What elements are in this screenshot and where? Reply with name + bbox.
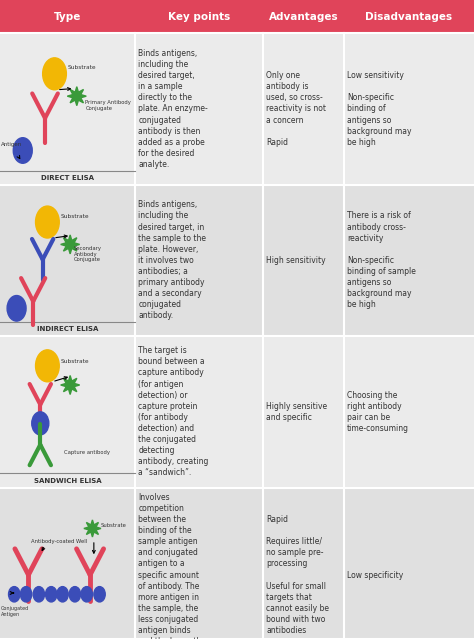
Circle shape [57,587,68,602]
Text: Substrate: Substrate [60,215,89,219]
Circle shape [33,587,45,602]
Text: Disadvantages: Disadvantages [365,12,452,22]
Bar [0,488,474,639]
Text: Low sensitivity

Non-specific
binding of
antigens so
background may
be high: Low sensitivity Non-specific binding of … [347,71,411,147]
Text: The target is
bound between a
capture antibody
(for antigen
detection) or
captur: The target is bound between a capture an… [138,346,209,477]
Bar [0,0,474,33]
Circle shape [36,350,59,382]
Text: Secondary
Antibody
Conjugate: Secondary Antibody Conjugate [73,246,101,262]
Text: Highly sensitive
and specific: Highly sensitive and specific [266,402,328,422]
Text: SANDWICH ELISA: SANDWICH ELISA [34,477,101,484]
Text: Only one
antibody is
used, so cross-
reactivity is not
a concern

Rapid: Only one antibody is used, so cross- rea… [266,71,327,147]
Text: There is a risk of
antibody cross-
reactivity

Non-specific
binding of sample
an: There is a risk of antibody cross- react… [347,212,416,309]
Text: Substrate: Substrate [60,360,89,364]
Circle shape [69,587,81,602]
Polygon shape [61,235,80,254]
Bar [0,336,474,488]
Text: Choosing the
right antibody
pair can be
time-consuming: Choosing the right antibody pair can be … [347,390,409,433]
Bar [0,33,474,185]
Circle shape [32,412,49,435]
Text: Substrate: Substrate [67,65,96,70]
Text: Rapid

Requires little/
no sample pre-
processing

Useful for small
targets that: Rapid Requires little/ no sample pre- pr… [266,515,329,635]
Text: Binds antigens,
including the
desired target,
in a sample
directly to the
plate.: Binds antigens, including the desired ta… [138,49,208,169]
Text: High sensitivity: High sensitivity [266,256,326,265]
Circle shape [9,587,20,602]
Text: Binds antigens,
including the
desired target, in
the sample to the
plate. Howeve: Binds antigens, including the desired ta… [138,201,206,320]
Text: Antibody-coated Well: Antibody-coated Well [31,539,87,544]
Circle shape [43,58,66,90]
Text: Substrate: Substrate [101,523,127,528]
Text: Antigen: Antigen [1,142,23,146]
Polygon shape [67,87,86,105]
Text: DIRECT ELISA: DIRECT ELISA [41,174,94,181]
Circle shape [94,587,105,602]
Text: Primary Antibody
Conjugate: Primary Antibody Conjugate [85,100,131,111]
Circle shape [20,587,32,602]
Text: INDIRECT ELISA: INDIRECT ELISA [37,326,98,332]
Text: Involves
competition
between the
binding of the
sample antigen
and conjugated
an: Involves competition between the binding… [138,493,206,639]
Circle shape [36,206,59,238]
Text: Capture antibody: Capture antibody [64,450,110,454]
Bar [0,185,474,336]
Circle shape [13,138,32,163]
Polygon shape [61,376,80,394]
Text: Advantages: Advantages [269,12,338,22]
Polygon shape [84,520,101,537]
Circle shape [7,295,26,321]
Text: Low specificity: Low specificity [347,571,403,580]
Text: Key points: Key points [168,12,230,22]
Text: Type: Type [54,12,81,22]
Text: Conjugated
Antigen: Conjugated Antigen [1,606,29,617]
Circle shape [81,587,92,602]
Circle shape [46,587,57,602]
